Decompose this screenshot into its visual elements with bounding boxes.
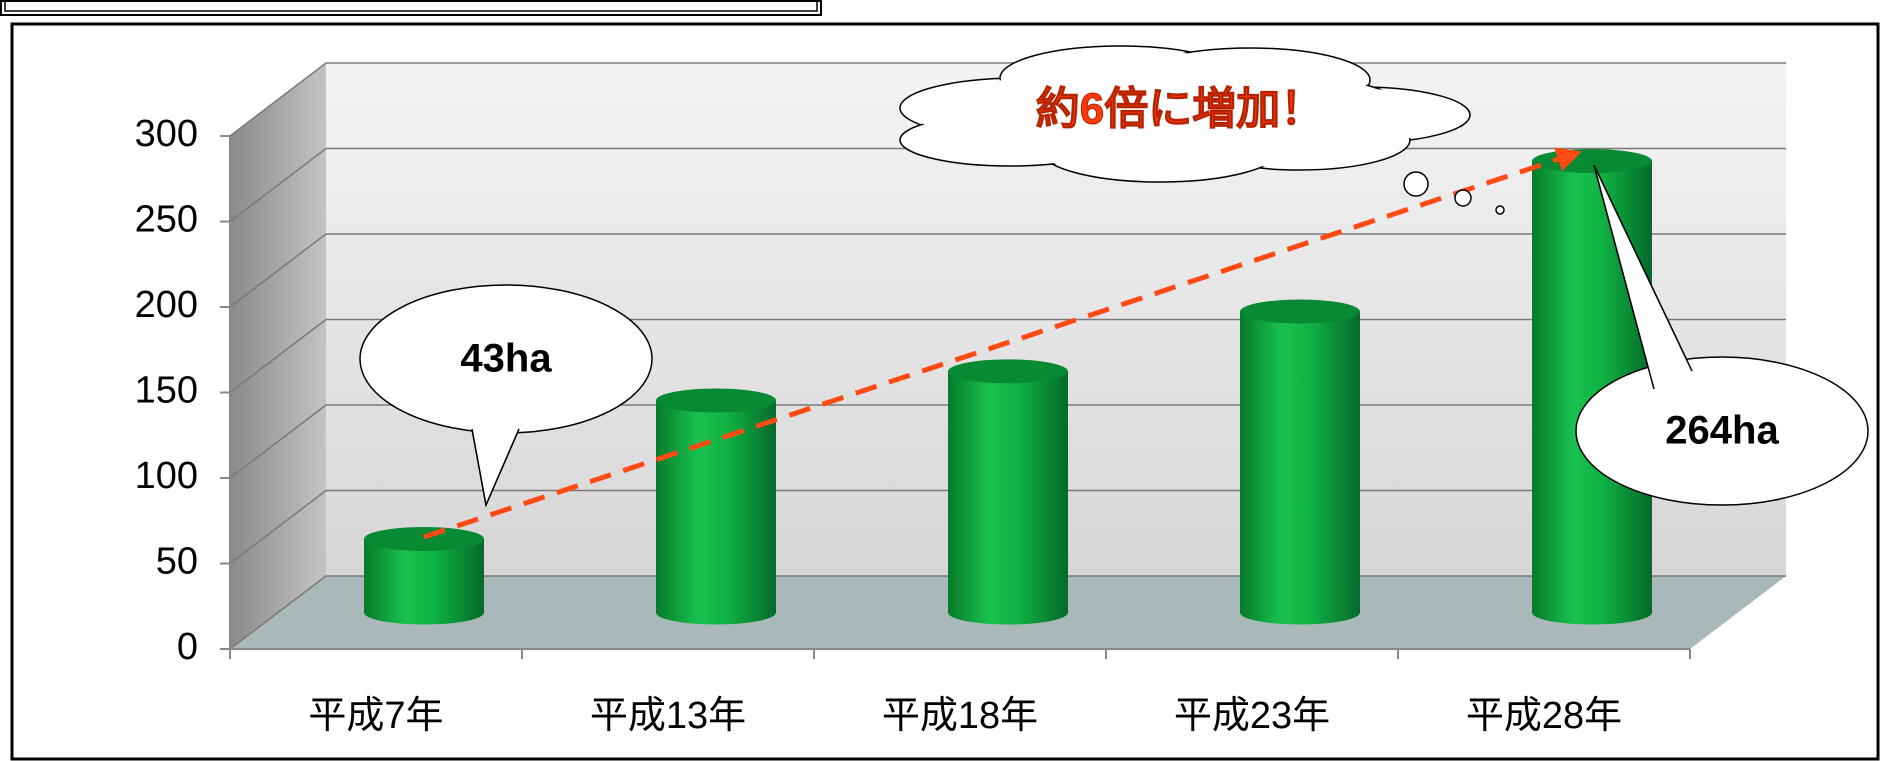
- trend-arrow: [423, 147, 1582, 540]
- x-tick-label: 平成18年: [882, 695, 1038, 737]
- value-label: 43ha: [460, 337, 552, 381]
- bar: [1240, 299, 1360, 625]
- grid-line: [229, 233, 1786, 308]
- y-tick-label: 250: [135, 199, 198, 241]
- bar-top: [1532, 149, 1652, 174]
- callout: [1575, 356, 1869, 506]
- callout-cover: [1594, 165, 1692, 390]
- bar-top: [1240, 299, 1360, 324]
- y-tick-label: 50: [156, 541, 198, 583]
- callout-cover: [472, 428, 519, 505]
- bar: [948, 359, 1068, 625]
- value-label: 264ha: [1665, 409, 1779, 453]
- x-tick-label: 平成7年: [308, 695, 443, 737]
- bar-body: [1532, 161, 1652, 625]
- bar-body: [948, 371, 1068, 625]
- x-tick-label: 平成23年: [1174, 695, 1330, 737]
- y-tick-label: 0: [177, 626, 198, 668]
- frame: [10, 22, 1880, 761]
- bar-body: [1240, 311, 1360, 625]
- title-box: [0, 0, 822, 16]
- x-tick-label: 平成13年: [590, 695, 746, 737]
- bar-top: [656, 388, 776, 413]
- y-tick-label: 300: [135, 113, 198, 155]
- bar-top: [948, 359, 1068, 384]
- callout-edge: [1593, 164, 1693, 372]
- bar: [656, 388, 776, 625]
- y-tick-label: 100: [135, 455, 198, 497]
- bar: [364, 526, 485, 625]
- cloud-fill: [952, 68, 1408, 156]
- callout-edge: [1593, 164, 1655, 390]
- bar-top: [364, 526, 484, 551]
- y-tick-label: 150: [135, 370, 198, 412]
- cloud-bubble: [1454, 189, 1472, 207]
- cloud-bubble: [1495, 205, 1505, 215]
- y-tick-label: 200: [135, 284, 198, 326]
- title-box-inner: [4, 0, 818, 12]
- bar-body: [656, 400, 776, 625]
- cloud-bubble: [1403, 171, 1429, 197]
- annotation: 約6倍に増加！: [1036, 85, 1324, 134]
- x-tick-label: 平成28年: [1466, 695, 1622, 737]
- bar-body: [364, 538, 485, 625]
- callout-edge: [485, 428, 520, 506]
- callout-edge: [471, 428, 487, 506]
